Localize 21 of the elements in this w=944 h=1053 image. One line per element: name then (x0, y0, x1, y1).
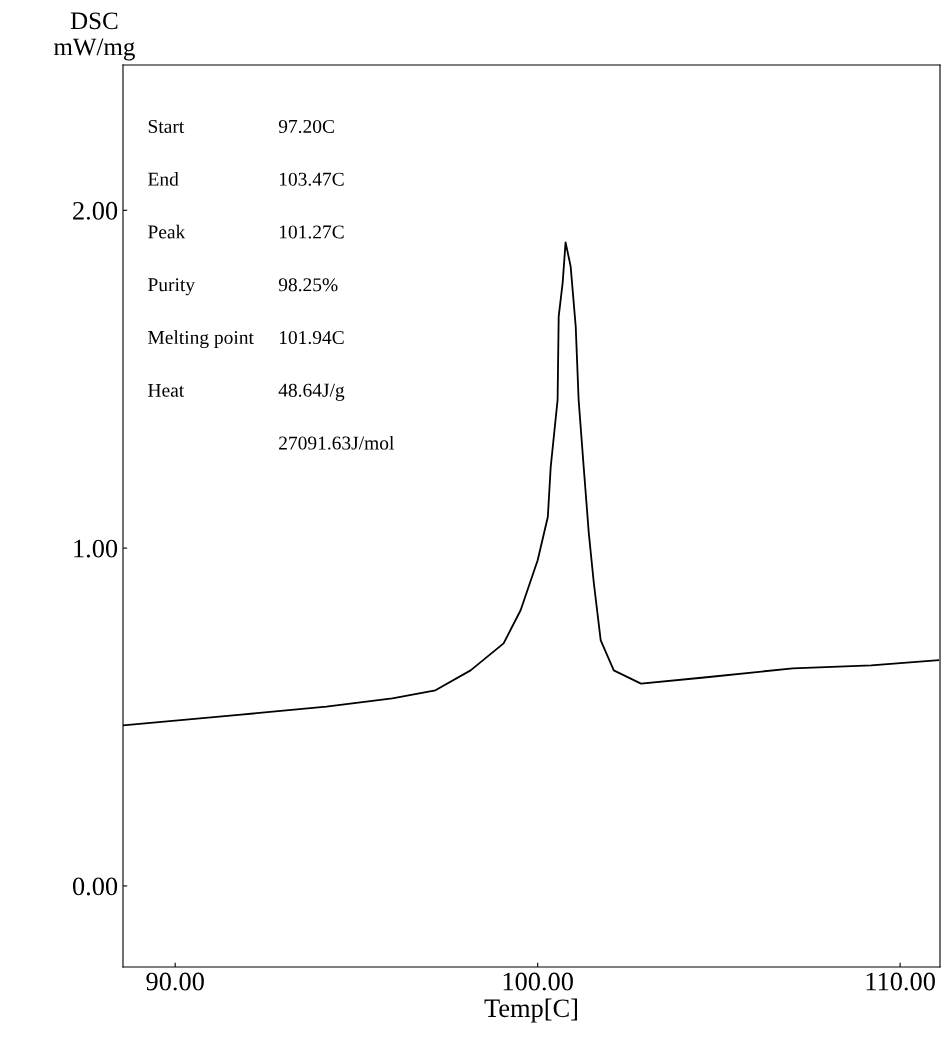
annotation: Start (148, 119, 185, 134)
y-tick-label: 0.00 (72, 877, 118, 896)
annotation: Peak (148, 224, 186, 239)
annotation: 98.25% (278, 278, 338, 292)
y-axis-title: DSC mW/mg (53, 12, 135, 61)
x-tick-label: 90.00 (146, 972, 204, 991)
y-tick-label: 1.00 (74, 539, 118, 558)
x-tick-label: 100.00 (503, 972, 573, 991)
annotation: 27091.63J/mol (279, 435, 394, 450)
x-tick-label: 110.00 (866, 972, 935, 991)
annotation: 48.64J/g (278, 383, 345, 401)
annotation: End (148, 172, 179, 186)
annotation: Purity (148, 278, 195, 296)
annotation: Melting point (148, 330, 254, 349)
annotation: 97.20C (278, 119, 334, 134)
annotation: 103.47C (279, 172, 344, 186)
annotation: 101.27C (279, 225, 344, 239)
annotation: Heat (148, 383, 185, 397)
y-tick-label: 2.00 (73, 201, 118, 220)
annotation: 101.94C (279, 330, 344, 345)
x-axis-title: Temp[C] (484, 998, 577, 1023)
